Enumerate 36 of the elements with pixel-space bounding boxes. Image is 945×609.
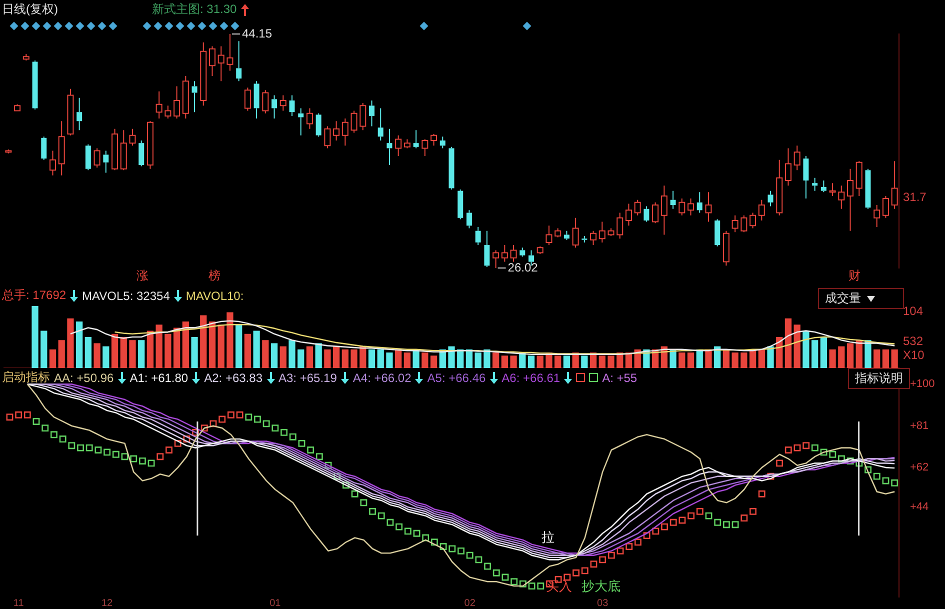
annotation: 26.02	[508, 260, 538, 274]
x-tick-label: 01	[270, 598, 282, 609]
x-tick-label: 12	[101, 598, 114, 609]
text: 榜	[208, 268, 220, 282]
y-tick-label: +81	[910, 420, 929, 432]
annotation: 指标说明	[848, 368, 910, 389]
y-tick-label: +44	[910, 501, 929, 514]
text: X10	[903, 348, 924, 362]
text: 财	[848, 268, 860, 282]
y-tick-label: +100	[910, 378, 935, 390]
series-label: MAVOL10:	[186, 288, 244, 302]
text: A4: +66.02	[352, 370, 412, 384]
annotation: 44.15	[242, 26, 272, 40]
series-label: AA: +50.96	[54, 370, 114, 384]
text: A2: +63.83	[204, 370, 262, 384]
text: 31.7	[903, 190, 927, 204]
text: A1: +61.80	[130, 370, 188, 384]
chart-title: 总手: 17692	[2, 287, 66, 304]
dropdown-field: 成交量	[818, 288, 904, 309]
x-tick-label: 02	[464, 598, 476, 609]
text: A3: +65.19	[278, 370, 337, 384]
chart-title: 启动指标	[2, 369, 50, 386]
chart-subtitle: 新式主图: 31.30	[152, 1, 237, 18]
y-tick-label: +62	[910, 462, 929, 474]
text: 532	[903, 334, 924, 348]
text: 104	[903, 304, 924, 318]
chart-title: 日线(复权)	[2, 1, 58, 18]
x-tick-label: 03	[597, 598, 609, 609]
text: 涨	[136, 268, 149, 282]
text: A5: +66.46	[427, 370, 486, 384]
annotation: 抄大底	[582, 578, 621, 594]
annotation: 拉	[542, 529, 555, 544]
x-tick-label: 11	[13, 598, 24, 609]
text: MAVOL5: 32354	[82, 288, 170, 302]
legend-label: A: +55	[602, 370, 638, 384]
text: A6: +66.61	[502, 370, 560, 384]
